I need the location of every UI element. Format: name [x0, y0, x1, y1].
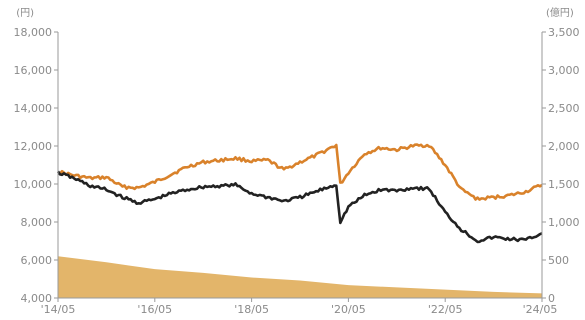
net-assets-area — [58, 256, 542, 298]
x-tick-label: '22/05 — [428, 303, 463, 316]
right-unit-label: (億円) — [546, 6, 574, 19]
y-left-tick-label: 4,000 — [21, 292, 53, 305]
line-layer — [56, 143, 543, 244]
y-right-tick-label: 1,000 — [548, 216, 580, 229]
axis-layer: 4,000 6,000 8,000 10,000 12,000 14,000 16,000 1… — [14, 26, 580, 316]
y-left-tick-label: 6,000 — [21, 254, 53, 267]
y-left-tick-label: 10,000 — [14, 178, 53, 191]
y-left-tick-label: 14,000 — [14, 102, 53, 115]
y-right-tick-label: 0 — [548, 292, 555, 305]
y-right-tick-label: 1,500 — [548, 178, 580, 191]
y-right-tick-label: 2,500 — [548, 102, 580, 115]
y-right-tick-label: 500 — [548, 254, 569, 267]
left-unit-label: (円) — [16, 8, 34, 19]
x-tick-label: '24/05 — [523, 303, 558, 316]
x-tick-label: '16/05 — [137, 303, 172, 316]
series-line-black — [56, 170, 543, 244]
y-left-tick-label: 16,000 — [14, 64, 53, 77]
x-tick-label: '14/05 — [41, 303, 76, 316]
y-left-tick-label: 18,000 — [14, 26, 53, 39]
y-right-tick-label: 3,500 — [548, 26, 580, 39]
x-tick-label: '20/05 — [331, 303, 366, 316]
y-left-tick-label: 12,000 — [14, 140, 53, 153]
series-line-orange — [57, 143, 543, 201]
y-left-tick-label: 8,000 — [21, 216, 53, 229]
x-tick-label: '18/05 — [234, 303, 269, 316]
y-right-tick-label: 3,000 — [548, 64, 580, 77]
area-layer — [58, 256, 542, 298]
y-right-tick-label: 2,000 — [548, 140, 580, 153]
